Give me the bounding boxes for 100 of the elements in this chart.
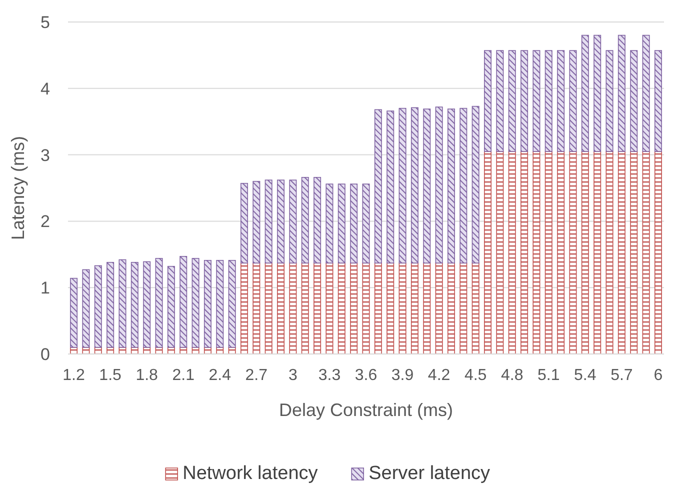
bar	[216, 260, 224, 348]
bar	[410, 262, 418, 354]
x-tick-label: 3.6	[354, 367, 378, 384]
bar	[252, 180, 260, 264]
x-tick-label: 4.8	[500, 367, 524, 384]
bar	[618, 151, 626, 354]
bar	[204, 260, 212, 348]
bar	[289, 262, 297, 354]
bar	[642, 151, 650, 354]
bar	[398, 108, 406, 264]
x-tick-label: 4.2	[428, 367, 450, 384]
bar	[252, 262, 260, 354]
bar	[264, 180, 272, 264]
bar	[167, 266, 175, 348]
bar	[508, 50, 516, 152]
y-tick-label: 4	[40, 79, 50, 98]
x-tick-label: 3.9	[391, 367, 414, 384]
bar	[410, 107, 418, 264]
bar	[326, 262, 334, 354]
bar	[544, 50, 552, 152]
bar	[94, 265, 102, 348]
x-tick-label: 3	[288, 367, 298, 384]
bar	[435, 262, 443, 354]
y-tick-label: 3	[40, 146, 50, 165]
bar	[447, 108, 455, 264]
bar	[532, 151, 540, 354]
bar	[301, 262, 309, 354]
y-tick-label: 2	[40, 212, 50, 232]
bar	[423, 108, 431, 264]
bar	[338, 184, 346, 264]
x-tick-label: 5.7	[610, 367, 633, 384]
bar	[654, 50, 662, 152]
bar	[447, 262, 455, 354]
bar	[180, 256, 188, 348]
x-tick-label: 2.7	[245, 367, 268, 384]
bar	[277, 262, 285, 354]
bar	[398, 262, 406, 354]
y-axis-title: Latency (ms)	[8, 136, 28, 240]
x-tick-label: 1.2	[62, 367, 85, 384]
bar	[386, 110, 394, 264]
x-tick-label: 1.8	[136, 367, 158, 384]
legend-label: Server latency	[368, 463, 491, 484]
bar	[520, 151, 528, 354]
bar	[544, 151, 552, 354]
y-tick-label: 5	[40, 12, 50, 32]
bar	[192, 258, 200, 348]
bar	[118, 259, 126, 348]
bar	[362, 262, 370, 354]
bar	[520, 50, 528, 152]
bar	[472, 106, 480, 264]
bar	[130, 262, 138, 348]
bar	[557, 151, 565, 354]
bar	[496, 151, 504, 354]
bar	[484, 151, 492, 354]
x-tick-label: 5.1	[538, 367, 560, 384]
bar	[240, 262, 248, 354]
bar	[654, 151, 662, 354]
bar	[228, 260, 236, 348]
bar	[277, 180, 285, 264]
x-axis-title: Delay Constraint (ms)	[278, 400, 454, 420]
bar	[557, 50, 565, 152]
bar	[264, 262, 272, 354]
bar	[630, 151, 638, 354]
bar	[496, 50, 504, 152]
bar	[314, 176, 322, 264]
bar	[642, 34, 650, 152]
bar	[362, 184, 370, 264]
bar	[240, 182, 248, 264]
bar	[423, 262, 431, 354]
bar	[70, 278, 78, 348]
x-tick-label: 2.4	[208, 367, 232, 384]
bar	[82, 269, 90, 348]
bar	[594, 34, 602, 152]
bar	[106, 262, 114, 348]
bar	[606, 50, 614, 152]
x-tick-label: 1.5	[99, 367, 122, 384]
bar	[581, 34, 589, 152]
x-tick-label: 2.1	[172, 367, 195, 384]
x-tick-label: 4.5	[464, 367, 487, 384]
y-tick-label: 1	[40, 278, 50, 298]
bar	[155, 258, 163, 348]
bar	[532, 50, 540, 152]
bar	[581, 151, 589, 354]
bar	[594, 151, 602, 354]
bar	[350, 184, 358, 264]
x-tick-label: 6	[654, 367, 663, 384]
bar	[314, 262, 322, 354]
bar	[569, 50, 577, 152]
x-tick-label: 5.4	[574, 367, 596, 384]
bar	[460, 108, 468, 264]
bar	[350, 262, 358, 354]
bar	[338, 262, 346, 354]
bar	[326, 184, 334, 264]
bar	[630, 50, 638, 152]
x-tick-label: 3.3	[318, 367, 341, 384]
bar	[374, 262, 382, 354]
bar	[301, 176, 309, 264]
bar	[374, 109, 382, 264]
y-tick-label: 0	[40, 344, 50, 364]
legend-label: Network latency	[182, 463, 318, 484]
